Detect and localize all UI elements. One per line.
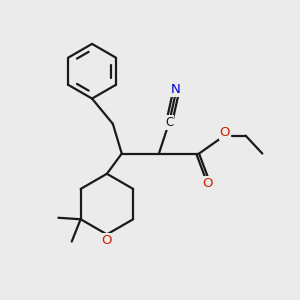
Text: O: O [220, 126, 230, 139]
Text: O: O [203, 177, 213, 190]
Text: N: N [170, 83, 180, 96]
Text: C: C [165, 116, 173, 129]
Text: O: O [102, 235, 112, 248]
